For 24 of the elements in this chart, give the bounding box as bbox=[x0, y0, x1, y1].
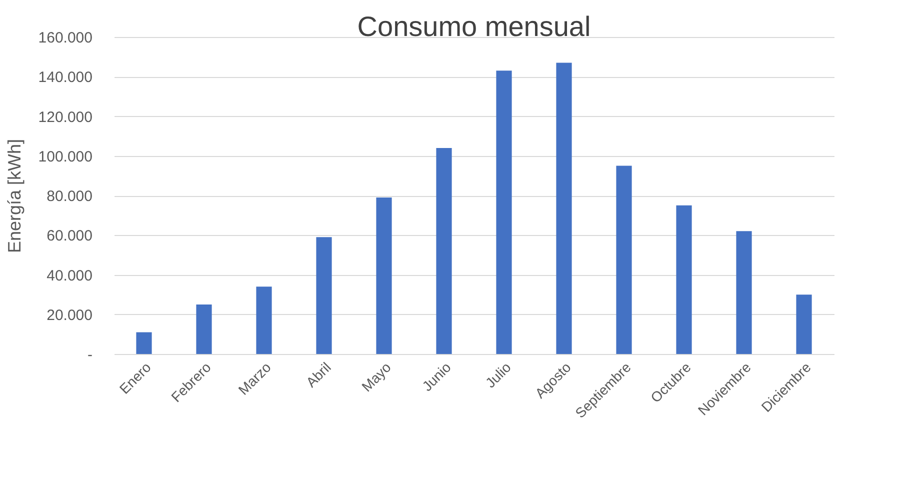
bar bbox=[616, 166, 632, 354]
bar bbox=[736, 231, 752, 354]
y-tick-label: 40.000 bbox=[46, 267, 92, 284]
bar bbox=[316, 237, 332, 354]
y-axis-title: Energía [kWh] bbox=[4, 138, 24, 254]
bar bbox=[436, 148, 452, 354]
y-tick-label: 120.000 bbox=[38, 108, 92, 126]
bar bbox=[796, 294, 812, 354]
bar bbox=[556, 62, 572, 354]
y-tick-label: 100.000 bbox=[38, 148, 92, 166]
y-tick-label: 160.000 bbox=[38, 30, 92, 46]
y-tick-label: 140.000 bbox=[38, 69, 92, 86]
bar bbox=[196, 304, 212, 354]
y-tick-label: 20.000 bbox=[46, 306, 92, 324]
chart-title: Consumo mensual bbox=[357, 11, 591, 42]
bar bbox=[136, 332, 152, 354]
y-tick-label: - bbox=[88, 346, 92, 364]
bar bbox=[496, 70, 512, 354]
bar bbox=[256, 286, 272, 354]
bar bbox=[676, 205, 692, 354]
y-tick-label: 80.000 bbox=[46, 188, 92, 205]
x-tick-label: Julio bbox=[482, 358, 514, 391]
bar bbox=[376, 197, 392, 354]
y-tick-label: 60.000 bbox=[46, 228, 92, 245]
